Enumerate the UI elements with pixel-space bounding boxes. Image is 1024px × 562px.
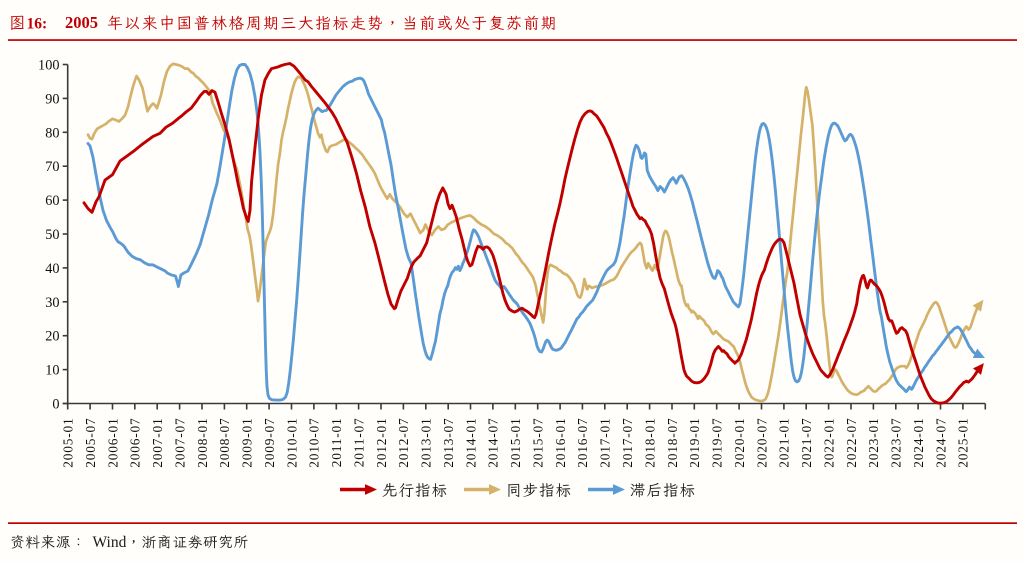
svg-text:2013-01: 2013-01: [419, 418, 434, 468]
svg-text:2011-07: 2011-07: [351, 418, 366, 468]
svg-text:2018-01: 2018-01: [642, 418, 657, 468]
svg-text:10: 10: [45, 363, 59, 379]
svg-text:2005: 2005: [65, 13, 98, 32]
svg-text:2014-07: 2014-07: [486, 418, 501, 468]
svg-text:2005-07: 2005-07: [83, 418, 98, 468]
svg-text:2006-07: 2006-07: [128, 418, 143, 468]
svg-text:2012-01: 2012-01: [374, 418, 389, 468]
svg-text:2024-07: 2024-07: [933, 418, 948, 468]
svg-text:2019-01: 2019-01: [687, 418, 702, 468]
svg-text:2008-01: 2008-01: [195, 418, 210, 468]
svg-text:2016-01: 2016-01: [553, 418, 568, 468]
svg-text:0: 0: [52, 397, 59, 413]
svg-text:2006-01: 2006-01: [105, 418, 120, 468]
svg-text:2007-01: 2007-01: [150, 418, 165, 468]
svg-text:70: 70: [45, 159, 59, 175]
svg-text:2022-07: 2022-07: [844, 418, 859, 468]
svg-text:16:: 16:: [27, 16, 48, 33]
svg-text:2012-07: 2012-07: [396, 418, 411, 468]
svg-text:2021-07: 2021-07: [799, 418, 814, 468]
svg-text:2023-01: 2023-01: [866, 418, 881, 468]
svg-text:2017-07: 2017-07: [620, 418, 635, 468]
svg-text:2005-01: 2005-01: [61, 418, 76, 468]
svg-text:2010-07: 2010-07: [307, 418, 322, 468]
svg-text:2013-07: 2013-07: [441, 418, 456, 468]
svg-text:30: 30: [45, 295, 59, 311]
svg-text:Wind: Wind: [93, 534, 127, 551]
svg-text:2021-01: 2021-01: [777, 418, 792, 468]
svg-text:2014-01: 2014-01: [463, 418, 478, 468]
svg-text:40: 40: [45, 261, 59, 277]
svg-text:2023-07: 2023-07: [889, 418, 904, 468]
svg-text:2024-01: 2024-01: [911, 418, 926, 468]
svg-text:2016-07: 2016-07: [575, 418, 590, 468]
svg-text:2017-01: 2017-01: [598, 418, 613, 468]
svg-text:2007-07: 2007-07: [172, 418, 187, 468]
svg-text:2015-07: 2015-07: [531, 418, 546, 468]
svg-text:2015-01: 2015-01: [508, 418, 523, 468]
svg-text:2019-07: 2019-07: [710, 418, 725, 468]
svg-text:60: 60: [45, 193, 59, 209]
svg-text:50: 50: [45, 227, 59, 243]
svg-text:2008-07: 2008-07: [217, 418, 232, 468]
svg-text:90: 90: [45, 91, 59, 107]
svg-text:2020-01: 2020-01: [732, 418, 747, 468]
svg-text:2020-07: 2020-07: [754, 418, 769, 468]
svg-text:2011-01: 2011-01: [329, 418, 344, 468]
svg-text:100: 100: [38, 58, 59, 74]
svg-text:20: 20: [45, 329, 59, 345]
svg-text:2022-01: 2022-01: [821, 418, 836, 468]
svg-text:2018-07: 2018-07: [665, 418, 680, 468]
svg-text:2009-01: 2009-01: [240, 418, 255, 468]
svg-text:80: 80: [45, 125, 59, 141]
svg-text:2009-07: 2009-07: [262, 418, 277, 468]
svg-text:2010-01: 2010-01: [284, 418, 299, 468]
svg-text:2025-01: 2025-01: [956, 418, 971, 468]
